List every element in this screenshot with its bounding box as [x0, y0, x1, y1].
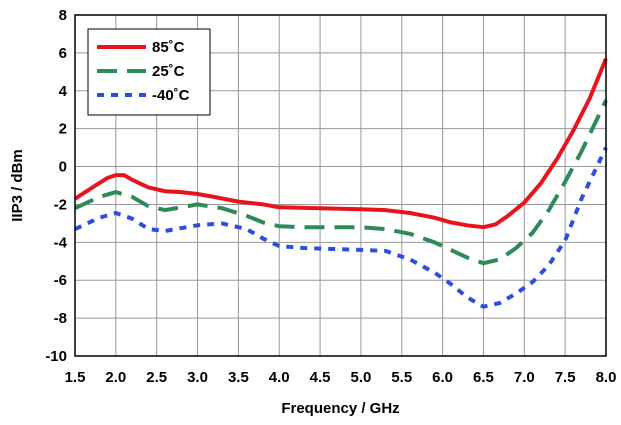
y-tick-labels: -10 -8 -6 -4 -2 0 2 4 6 8 — [45, 7, 67, 365]
x-tick-label: 3.5 — [228, 369, 249, 386]
y-tick-label: 6 — [59, 45, 67, 62]
y-tick-label: 4 — [59, 83, 68, 100]
y-tick-label: 0 — [59, 159, 67, 176]
x-tick-label: 7.5 — [555, 369, 576, 386]
y-tick-label: -10 — [45, 348, 67, 365]
x-tick-label: 6.0 — [432, 369, 453, 386]
x-tick-label: 6.5 — [473, 369, 494, 386]
series-layer — [73, 57, 608, 309]
x-tick-labels: 1.5 2.0 2.5 3.0 3.5 4.0 4.5 5.0 5.5 6.0 6.5 7.0 7.5 8… — [65, 369, 617, 386]
series-line-1 — [74, 99, 608, 266]
x-tick-label: 8.0 — [596, 369, 617, 386]
x-tick-label: 1.5 — [65, 369, 86, 386]
series-line-2 — [74, 146, 608, 309]
x-tick-label: 4.5 — [310, 369, 331, 386]
y-tick-label: -4 — [54, 234, 68, 251]
x-tick-label: 7.0 — [514, 369, 535, 386]
y-tick-label: 2 — [59, 121, 67, 138]
legend-label-2: -40˚C — [152, 87, 190, 104]
x-tick-label: 2.5 — [146, 369, 167, 386]
legend-label-0: 85˚C — [152, 39, 185, 56]
series-line-0 — [73, 57, 608, 230]
x-tick-label: 5.0 — [350, 369, 371, 386]
y-tick-label: 8 — [59, 7, 67, 24]
legend-label-1: 25˚C — [152, 63, 185, 80]
x-tick-label: 2.0 — [105, 369, 126, 386]
x-tick-label: 5.5 — [391, 369, 412, 386]
y-tick-label: -8 — [54, 310, 67, 327]
plot-frame — [74, 14, 607, 357]
y-tick-label: -6 — [54, 272, 67, 289]
x-tick-label: 3.0 — [187, 369, 208, 386]
y-axis-title: IIP3 / dBm — [9, 149, 26, 222]
x-tick-label: 4.0 — [269, 369, 290, 386]
x-axis-title: Frequency / GHz — [281, 400, 399, 417]
legend: 85˚C 25˚C -40˚C — [87, 28, 211, 116]
y-tick-label: -2 — [54, 196, 67, 213]
